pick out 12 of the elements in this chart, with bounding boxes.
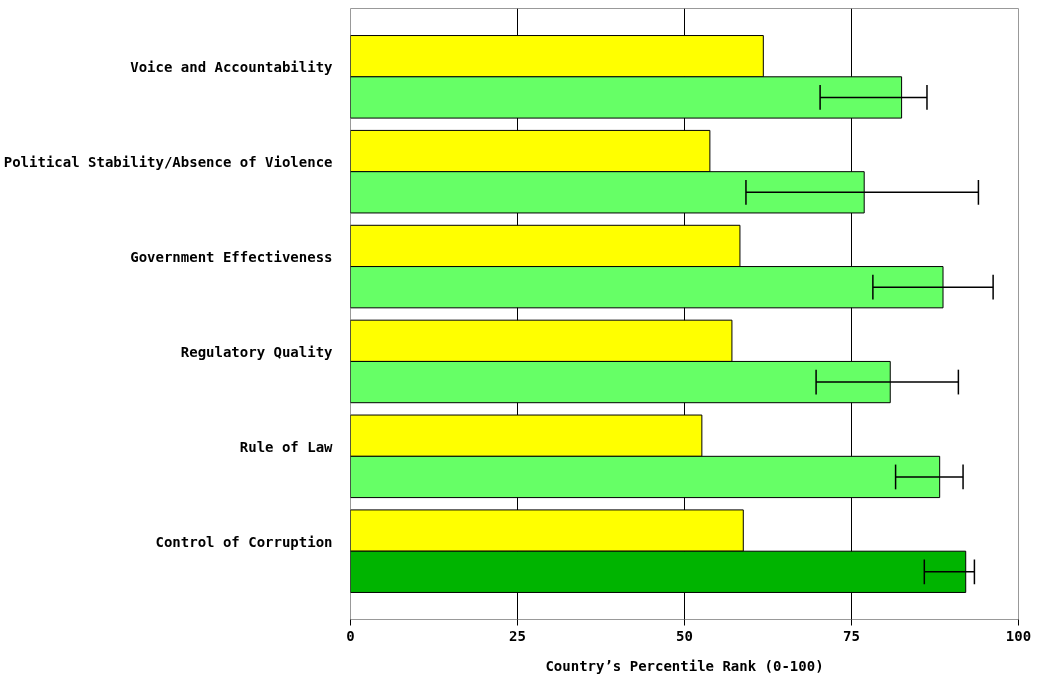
y-tick-label: Control of Corruption bbox=[155, 533, 333, 550]
x-tick-label: 50 bbox=[676, 627, 693, 644]
y-tick-label: Voice and Accountability bbox=[130, 59, 334, 76]
x-tick-label: 75 bbox=[843, 627, 860, 644]
x-tick-label: 0 bbox=[346, 627, 355, 644]
y-tick-label: Government Effectiveness bbox=[130, 249, 333, 266]
x-tick-label: 25 bbox=[509, 627, 526, 644]
x-tick-label: 100 bbox=[1005, 627, 1032, 644]
y-tick-label: Political Stability/Absence of Violence bbox=[3, 154, 333, 171]
y-tick-label: Rule of Law bbox=[239, 438, 334, 455]
y-tick-label: Regulatory Quality bbox=[180, 343, 334, 360]
x-axis-title: Country’s Percentile Rank (0-100) bbox=[545, 657, 824, 674]
